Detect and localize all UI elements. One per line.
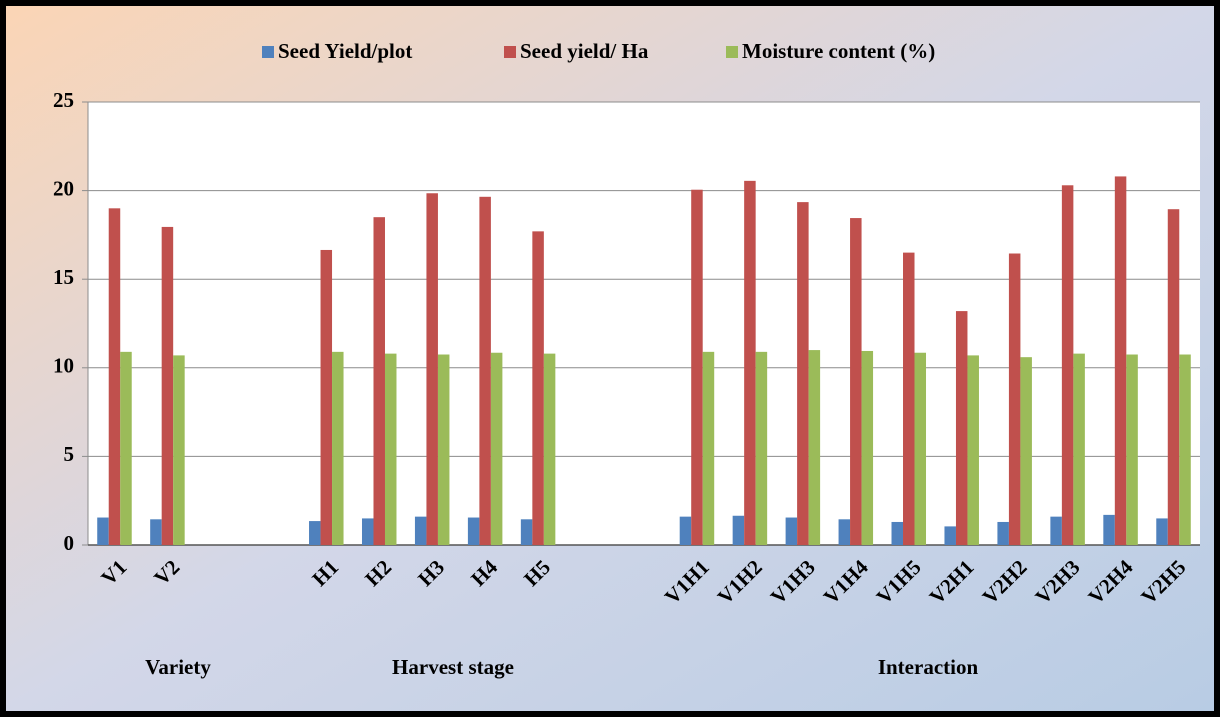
bar xyxy=(850,218,862,546)
y-tick-label: 5 xyxy=(64,442,75,466)
bar xyxy=(861,350,874,545)
bar xyxy=(808,350,821,545)
bar xyxy=(414,516,427,545)
bar xyxy=(437,354,450,545)
y-tick-label: 10 xyxy=(53,354,74,378)
bar xyxy=(691,189,703,546)
legend-swatch xyxy=(262,46,274,58)
bar xyxy=(797,202,809,546)
bar xyxy=(332,351,344,545)
legend-swatch xyxy=(726,46,738,58)
bar xyxy=(543,353,556,545)
bar xyxy=(914,352,927,545)
bar xyxy=(967,355,979,545)
bar xyxy=(679,516,692,545)
bar xyxy=(732,515,745,545)
bar xyxy=(944,526,956,545)
bar xyxy=(108,208,121,545)
bar xyxy=(785,517,798,545)
bar xyxy=(744,180,756,545)
y-tick-label: 20 xyxy=(53,176,74,200)
bar xyxy=(1061,185,1074,545)
bar xyxy=(903,252,915,545)
y-tick-label: 15 xyxy=(53,265,74,289)
bar xyxy=(1073,353,1085,545)
bar xyxy=(755,351,768,545)
bar xyxy=(426,193,438,545)
bar xyxy=(120,351,132,545)
bar xyxy=(1103,514,1115,545)
bar xyxy=(161,226,174,545)
bar xyxy=(1050,516,1062,545)
bar xyxy=(1114,176,1127,545)
group-label: Harvest stage xyxy=(392,655,514,679)
group-label: Variety xyxy=(145,655,211,679)
y-tick-label: 0 xyxy=(64,531,75,555)
bar xyxy=(520,519,533,545)
group-label: Interaction xyxy=(878,655,979,679)
bar xyxy=(97,517,109,545)
bar xyxy=(1179,354,1191,545)
bar xyxy=(173,355,185,545)
legend-swatch xyxy=(504,46,516,58)
bar xyxy=(1126,354,1138,545)
bar xyxy=(532,231,544,545)
bar xyxy=(891,521,904,545)
bar xyxy=(1008,253,1021,546)
y-tick-label: 25 xyxy=(53,88,74,112)
bar xyxy=(1020,357,1032,545)
bar xyxy=(838,519,851,545)
bar xyxy=(467,517,480,545)
bar xyxy=(955,311,968,545)
bar xyxy=(490,352,503,545)
bar xyxy=(479,196,491,545)
bar xyxy=(361,518,374,545)
legend-label: Seed Yield/plot xyxy=(278,39,412,63)
bar xyxy=(384,353,397,545)
bar xyxy=(373,217,385,545)
bar xyxy=(997,521,1009,545)
bar xyxy=(702,351,715,545)
bar xyxy=(320,249,333,545)
bar xyxy=(150,519,162,545)
plot-area xyxy=(88,102,1200,545)
bar xyxy=(1156,518,1168,545)
bar xyxy=(1167,209,1180,545)
legend-label: Seed yield/ Ha xyxy=(520,39,649,63)
bar xyxy=(309,521,321,545)
legend-label: Moisture content (%) xyxy=(742,39,935,63)
